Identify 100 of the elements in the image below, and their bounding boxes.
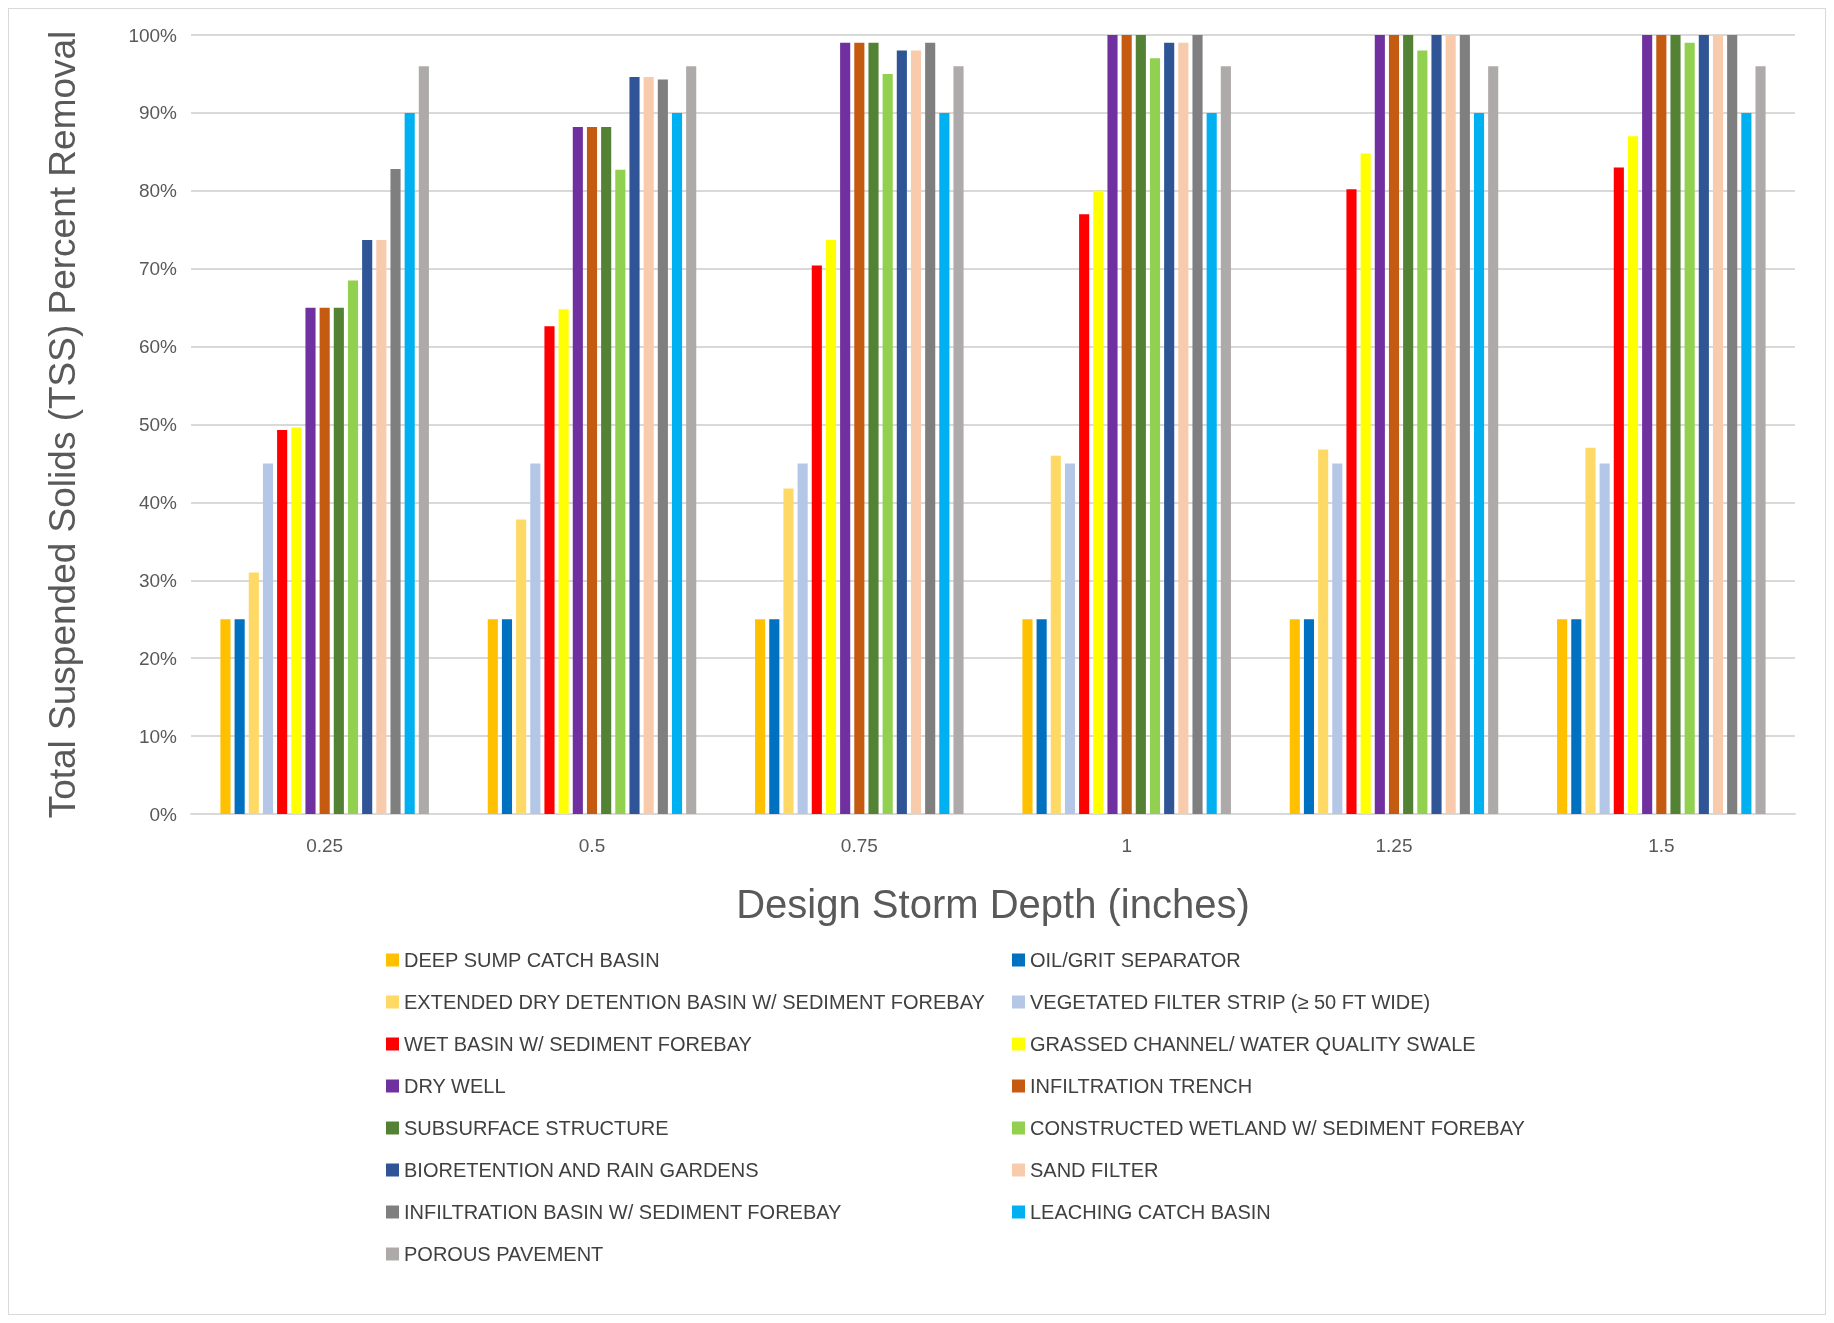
- bar: [333, 307, 344, 814]
- bar: [1121, 35, 1132, 814]
- bar: [234, 619, 245, 814]
- bar: [1403, 35, 1414, 814]
- bar: [1064, 463, 1076, 814]
- bar: [572, 126, 583, 814]
- y-tick-label: 40%: [138, 491, 178, 513]
- bar: [1093, 190, 1104, 814]
- legend-label: CONSTRUCTED WETLAND W/ SEDIMENT FOREBAY: [1030, 1117, 1525, 1139]
- bar: [418, 66, 429, 814]
- bar: [925, 42, 936, 814]
- bar: [769, 619, 780, 814]
- bar: [262, 463, 274, 814]
- bar: [1712, 35, 1724, 814]
- bar: [1107, 35, 1118, 814]
- legend-label: SUBSURFACE STRUCTURE: [404, 1117, 669, 1139]
- bar: [319, 307, 330, 814]
- bar: [1289, 619, 1300, 814]
- bar: [671, 112, 683, 814]
- bar: [1135, 35, 1146, 814]
- bar: [404, 112, 415, 814]
- bar: [1431, 35, 1442, 814]
- bar: [1022, 619, 1033, 814]
- legend-label: DEEP SUMP CATCH BASIN: [404, 949, 660, 971]
- bar: [390, 168, 401, 814]
- bar: [1318, 449, 1329, 814]
- bar: [1698, 35, 1709, 814]
- bar: [811, 265, 822, 814]
- bar: [1388, 35, 1400, 814]
- bar: [516, 519, 527, 814]
- bar: [868, 42, 879, 814]
- bar: [657, 79, 668, 814]
- legend-label: GRASSED CHANNEL/ WATER QUALITY SWALE: [1030, 1033, 1476, 1055]
- bar: [1642, 35, 1653, 814]
- bar: [544, 326, 555, 814]
- bar: [347, 280, 359, 814]
- x-tick-label: 0.75: [840, 835, 878, 856]
- y-tick-label: 60%: [138, 336, 178, 358]
- bar: [1050, 455, 1061, 814]
- bar: [487, 619, 498, 814]
- bar: [1036, 619, 1047, 814]
- bar: [1585, 447, 1596, 814]
- bar: [1741, 112, 1752, 814]
- x-tick-label: 0.25: [306, 835, 344, 856]
- y-tick-label: 100%: [128, 24, 178, 46]
- bar: [1206, 112, 1217, 814]
- bar: [1220, 66, 1231, 814]
- y-tick-label: 70%: [138, 258, 178, 280]
- bar: [1192, 35, 1203, 814]
- bar: [629, 77, 640, 814]
- bar: [1459, 35, 1470, 814]
- x-tick-label: 0.5: [578, 835, 606, 856]
- bar: [305, 307, 316, 814]
- legend-label: INFILTRATION BASIN W/ SEDIMENT FOREBAY: [404, 1201, 842, 1223]
- y-tick-label: 20%: [138, 647, 178, 669]
- x-tick-label: 1.5: [1648, 835, 1675, 856]
- x-tick-label: 1.25: [1375, 835, 1413, 856]
- bar: [755, 619, 766, 814]
- bar: [248, 572, 259, 814]
- y-tick-label: 50%: [138, 414, 178, 435]
- bar: [615, 169, 626, 814]
- bar: [854, 42, 865, 814]
- bar: [220, 619, 231, 814]
- bar: [1417, 50, 1428, 814]
- bar: [530, 463, 541, 814]
- bar: [1571, 619, 1582, 814]
- legend-label: INFILTRATION TRENCH: [1030, 1075, 1253, 1097]
- bar: [1303, 619, 1315, 814]
- bar: [910, 50, 922, 814]
- bar: [1684, 42, 1695, 814]
- bar: [939, 112, 950, 814]
- bar: [362, 239, 373, 814]
- bar: [376, 239, 387, 814]
- legend-label: LEACHING CATCH BASIN: [1030, 1201, 1271, 1223]
- bar: [1178, 42, 1189, 814]
- bar: [1079, 214, 1090, 814]
- bar: [1755, 66, 1766, 814]
- y-tick-label: 0%: [149, 803, 178, 825]
- bar: [840, 42, 851, 814]
- bar: [1670, 35, 1681, 814]
- bar: [1445, 35, 1456, 814]
- bar: [501, 619, 513, 814]
- bar: [1149, 58, 1161, 814]
- bar: [1332, 463, 1343, 814]
- legend-label: BIORETENTION AND RAIN GARDENS: [404, 1159, 759, 1181]
- bar: [643, 77, 654, 814]
- bar: [1627, 136, 1639, 814]
- bar: [953, 66, 964, 814]
- bar: [1473, 112, 1485, 814]
- bar: [601, 126, 612, 814]
- bar: [291, 427, 302, 814]
- bar: [825, 239, 837, 814]
- bar: [686, 66, 697, 814]
- legend-label: POROUS PAVEMENT: [404, 1243, 604, 1265]
- y-tick-label: 80%: [138, 180, 178, 202]
- bar: [586, 126, 598, 814]
- x-tick-label: 1: [1121, 835, 1132, 856]
- y-tick-label: 90%: [138, 102, 178, 124]
- bar: [882, 73, 893, 814]
- legend-label: SAND FILTER: [1030, 1159, 1159, 1181]
